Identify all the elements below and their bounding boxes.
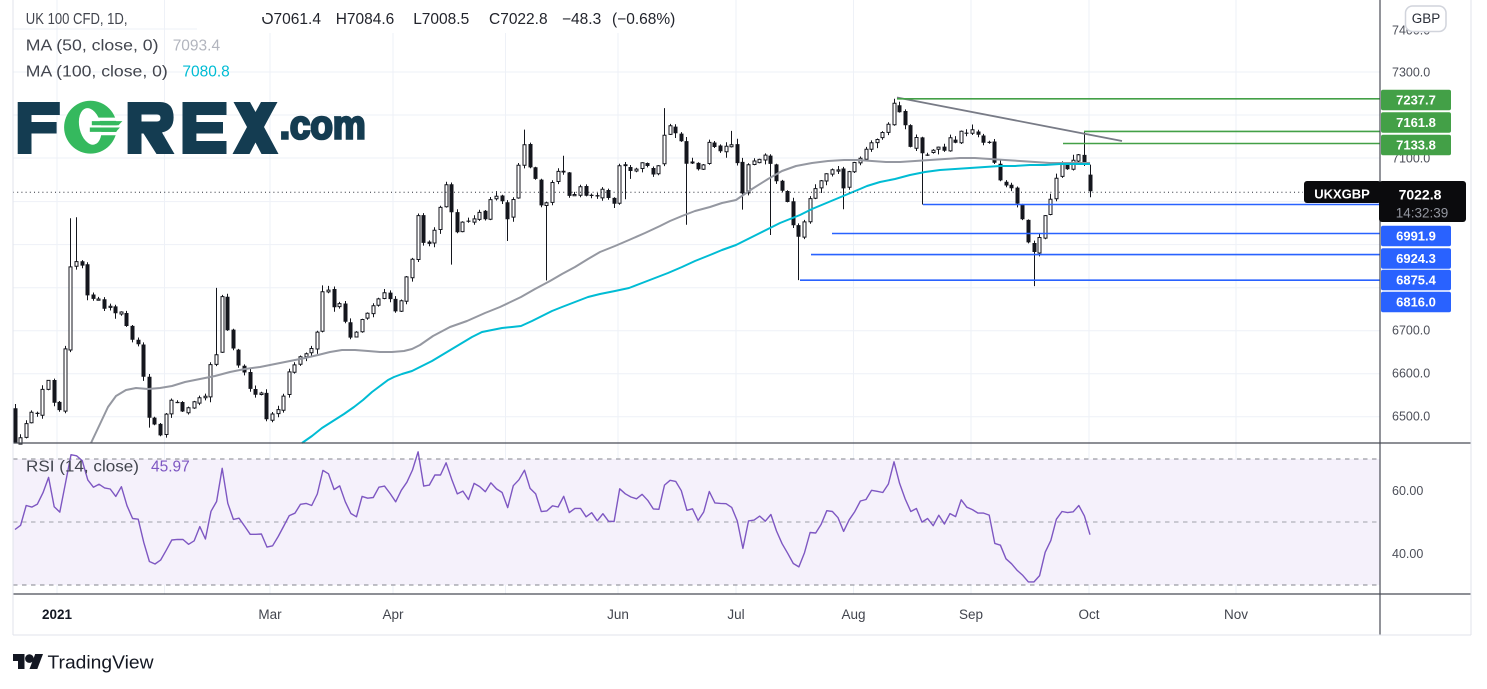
svg-text:−48.3: −48.3 <box>562 11 601 28</box>
svg-text:7022.8: 7022.8 <box>1399 186 1442 202</box>
svg-text:UK 100 CFD, 1D,: UK 100 CFD, 1D, <box>26 11 128 28</box>
svg-text:6600.0: 6600.0 <box>1392 367 1430 381</box>
svg-text:7161.8: 7161.8 <box>1396 115 1436 130</box>
svg-text:6816.0: 6816.0 <box>1396 295 1436 310</box>
svg-text:Nov: Nov <box>1224 607 1248 622</box>
svg-text:7093.4: 7093.4 <box>173 38 221 55</box>
svg-text:Sep: Sep <box>959 607 983 622</box>
svg-text:7080.8: 7080.8 <box>182 64 229 81</box>
svg-text:Jul: Jul <box>727 607 744 622</box>
svg-text:6875.4: 6875.4 <box>1396 273 1437 288</box>
svg-text:Aug: Aug <box>841 607 865 622</box>
svg-text:MA (100, close, 0): MA (100, close, 0) <box>26 64 168 81</box>
svg-text:Oct: Oct <box>1078 607 1099 622</box>
svg-text:H7084.6: H7084.6 <box>336 11 395 28</box>
svg-text:2021: 2021 <box>42 607 73 622</box>
svg-text:MA (50, close, 0): MA (50, close, 0) <box>26 38 159 55</box>
svg-text:45.97: 45.97 <box>151 459 190 476</box>
svg-text:RSI (14, close): RSI (14, close) <box>26 459 139 476</box>
svg-text:C7022.8: C7022.8 <box>489 11 548 28</box>
svg-text:L7008.5: L7008.5 <box>413 11 469 28</box>
svg-text:Apr: Apr <box>382 607 404 622</box>
svg-text:TradingView: TradingView <box>48 652 155 673</box>
svg-text:7237.7: 7237.7 <box>1396 93 1436 108</box>
svg-text:UKXGBP: UKXGBP <box>1314 187 1370 202</box>
svg-text:40.00: 40.00 <box>1392 547 1423 561</box>
svg-text:6991.9: 6991.9 <box>1396 229 1436 244</box>
svg-text:6700.0: 6700.0 <box>1392 324 1430 338</box>
svg-text:Jun: Jun <box>607 607 629 622</box>
svg-text:6924.3: 6924.3 <box>1396 251 1436 266</box>
svg-text:6500.0: 6500.0 <box>1392 410 1430 424</box>
svg-text:7300.0: 7300.0 <box>1392 66 1430 80</box>
svg-text:60.00: 60.00 <box>1392 484 1423 498</box>
svg-text:7133.8: 7133.8 <box>1396 138 1436 153</box>
svg-text:.com: .com <box>280 104 366 148</box>
svg-text:O7061.4: O7061.4 <box>262 11 322 28</box>
svg-text:(−0.68%): (−0.68%) <box>612 11 675 28</box>
svg-text:14:32:39: 14:32:39 <box>1396 206 1449 221</box>
svg-text:GBP: GBP <box>1412 11 1441 26</box>
svg-text:Mar: Mar <box>258 607 282 622</box>
